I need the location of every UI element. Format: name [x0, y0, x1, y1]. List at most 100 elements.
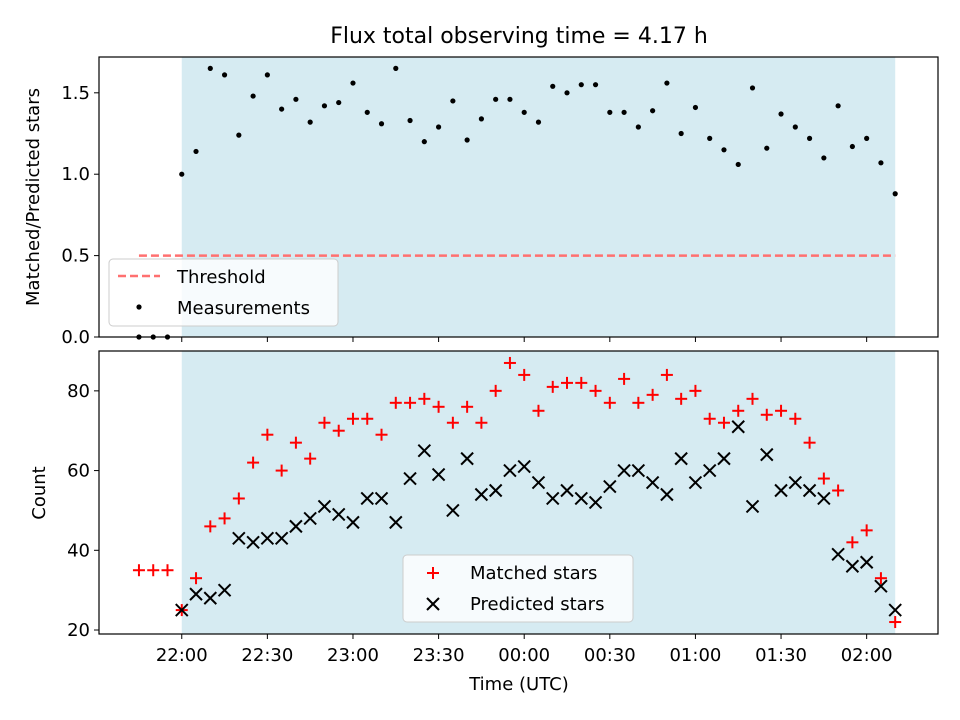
measurement-point	[692, 104, 699, 111]
measurement-point	[892, 191, 898, 197]
measurement-point	[721, 147, 727, 153]
measurement-point	[221, 72, 228, 78]
measurement-point	[393, 65, 399, 71]
predicted-star-point	[817, 491, 831, 506]
measurement-point	[578, 82, 584, 88]
matched-star-point	[703, 412, 716, 425]
x-tick-label: 01:30	[755, 645, 807, 666]
matched-star-point	[775, 404, 788, 417]
measurement-point	[535, 119, 542, 125]
measurement-point	[236, 132, 242, 138]
x-tick-label: 00:30	[584, 645, 636, 666]
x-tick-label: 22:00	[156, 645, 208, 666]
y-tick-label: 60	[67, 461, 90, 482]
predicted-legend-label: Predicted stars	[470, 594, 604, 615]
predicted-star-point	[531, 475, 546, 490]
measurement-point	[250, 93, 256, 99]
ratio-legend: Threshold Measurements	[108, 258, 339, 327]
count-y-axis-label: Count	[29, 466, 50, 519]
predicted-star-point	[488, 483, 503, 498]
matched-star-point	[489, 384, 502, 397]
predicted-star-point	[374, 491, 389, 506]
matched-star-point	[889, 616, 902, 629]
measurement-point	[478, 116, 485, 122]
predicted-star-point	[346, 515, 360, 530]
y-tick-label: 1.0	[61, 164, 90, 185]
time-x-axis: 22:00 22:30 23:00 23:30 00:00 00:30 01:00 01:30…	[156, 634, 893, 666]
matched-star-point	[646, 388, 659, 401]
predicted-star-point	[717, 451, 731, 466]
matched-star-point	[389, 396, 402, 409]
measurement-point	[364, 109, 370, 115]
matched-star-point	[675, 392, 688, 405]
matched-star-point	[760, 408, 773, 421]
measurement-point	[849, 143, 855, 150]
predicted-star-point	[660, 487, 674, 502]
measurement-point	[749, 85, 756, 91]
measurement-point	[293, 96, 299, 102]
predicted-star-point	[831, 547, 845, 561]
measurement-point	[650, 108, 656, 114]
matched-star-point	[161, 564, 174, 577]
matched-star-point	[632, 396, 645, 409]
matched-star-point	[817, 472, 830, 485]
matched-star-point	[689, 384, 702, 397]
count-panel: 20 40 60 80 22:00 22:30 23:00 23:30 00:00 00:30 0…	[29, 350, 939, 695]
predicted-star-point	[360, 491, 374, 506]
predicted-star-point	[289, 519, 303, 534]
predicted-star-point	[745, 499, 760, 514]
predicted-star-point	[588, 495, 603, 510]
x-tick-label: 00:00	[498, 645, 550, 666]
threshold-legend-label: Threshold	[176, 267, 266, 288]
measurement-point	[493, 96, 499, 102]
matched-star-point	[232, 492, 245, 505]
ratio-x-ticks	[181, 337, 868, 342]
count-series-layer	[132, 356, 902, 629]
predicted-star-point	[332, 507, 346, 522]
predicted-star-point	[460, 451, 474, 466]
predicted-star-point	[688, 475, 703, 490]
measurement-point	[321, 103, 328, 109]
matched-star-point	[618, 372, 631, 385]
predicted-star-point	[503, 463, 517, 478]
predicted-star-point	[845, 559, 860, 573]
matched-star-point	[874, 572, 887, 585]
matched-star-point	[532, 404, 545, 417]
measurements-legend-label: Measurements	[177, 298, 310, 319]
matched-star-point	[589, 384, 602, 397]
matched-star-point	[575, 376, 588, 389]
predicted-star-point	[574, 491, 588, 506]
matched-star-point	[218, 512, 231, 525]
y-tick-label: 1.5	[61, 83, 90, 104]
measurement-point	[735, 161, 741, 168]
matched-star-point	[518, 368, 531, 381]
measurement-point	[207, 65, 213, 71]
matched-star-point	[475, 416, 488, 429]
matched-star-point	[147, 564, 160, 577]
measurement-point	[635, 124, 641, 130]
measurement-point	[864, 135, 870, 141]
matched-star-point	[432, 400, 445, 413]
ratio-legend-box	[108, 258, 339, 327]
predicted-star-point	[403, 471, 417, 486]
measurement-point	[521, 109, 527, 115]
predicted-star-point	[175, 603, 189, 617]
matched-star-point	[846, 536, 859, 549]
y-tick-label: 0.5	[61, 246, 90, 267]
predicted-star-point	[731, 420, 745, 434]
measurement-point	[435, 124, 442, 130]
x-tick-label: 01:00	[669, 645, 721, 666]
predicted-star-point	[888, 603, 902, 617]
measurement-point	[407, 117, 413, 124]
predicted-star-point	[189, 587, 203, 601]
matched-star-point	[832, 484, 845, 497]
matched-star-point	[860, 524, 873, 537]
predicted-star-point	[760, 447, 774, 462]
measurement-point	[764, 145, 770, 151]
matched-star-point	[247, 456, 260, 469]
x-tick-label: 22:30	[241, 645, 293, 666]
predicted-star-point	[431, 467, 446, 482]
ratio-y-axis: 0.0 0.5 1.0 1.5	[61, 83, 99, 348]
matched-star-point	[204, 520, 217, 533]
